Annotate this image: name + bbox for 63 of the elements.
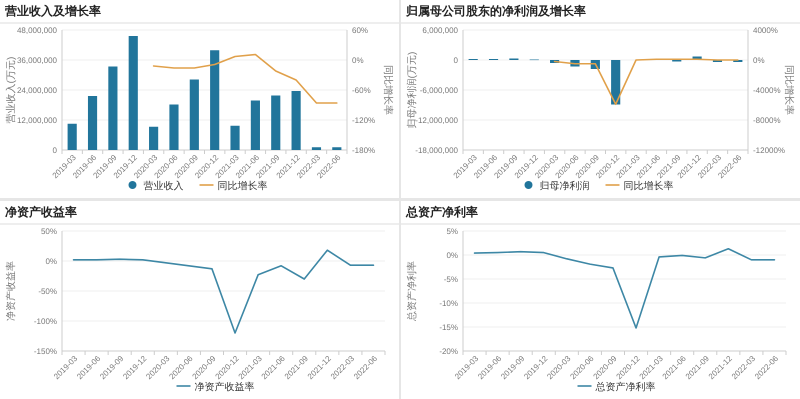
y-axis-title: 总资产净利率 bbox=[406, 261, 418, 322]
y2-tick-label: -4000% bbox=[753, 86, 781, 95]
y-tick-label: 0% bbox=[446, 251, 458, 260]
bar bbox=[169, 104, 179, 150]
y-tick-label: -20% bbox=[439, 347, 458, 356]
y2-tick-label: -180% bbox=[352, 146, 376, 155]
y2-axis-title: 同比增长率 bbox=[382, 65, 394, 115]
chart-title: 总资产净利率 bbox=[405, 205, 478, 219]
y2-tick-label: -60% bbox=[352, 86, 371, 95]
y2-tick-label: -12000% bbox=[753, 146, 786, 155]
y-tick-label: 24,000,000 bbox=[16, 86, 58, 95]
line-series bbox=[152, 54, 338, 104]
bar bbox=[190, 80, 199, 150]
y2-tick-label: -120% bbox=[352, 116, 376, 125]
line-series bbox=[554, 58, 739, 106]
chart-title: 归属母公司股东的净利润及增长率 bbox=[405, 4, 586, 18]
line-series bbox=[474, 248, 776, 329]
y2-axis-title: 同比增长率 bbox=[783, 65, 795, 115]
legend-label: 总资产净利率 bbox=[594, 381, 656, 393]
bar bbox=[68, 124, 77, 150]
line-series bbox=[72, 249, 374, 334]
y-axis-title: 净资产收益率 bbox=[5, 261, 17, 321]
y-tick-label: -50% bbox=[38, 287, 57, 296]
bar bbox=[332, 147, 342, 150]
bar bbox=[250, 100, 260, 150]
y-tick-label: 6,000,000 bbox=[422, 26, 459, 35]
bar bbox=[128, 36, 138, 150]
y2-tick-label: 0% bbox=[753, 56, 765, 65]
chart-title: 营业收入及增长率 bbox=[4, 4, 101, 18]
legend-label: 净资产收益率 bbox=[194, 381, 254, 393]
y-tick-label: 0 bbox=[52, 146, 58, 155]
y-tick-label: 12,000,000 bbox=[16, 116, 58, 125]
y-tick-label: 50% bbox=[40, 227, 57, 236]
y-tick-label: -100% bbox=[34, 317, 57, 326]
bar bbox=[210, 50, 220, 150]
y2-tick-label: -8000% bbox=[753, 116, 781, 125]
y-tick-label: -5% bbox=[444, 275, 458, 284]
bar bbox=[271, 96, 280, 150]
y-tick-label: -15% bbox=[439, 323, 458, 332]
legend-label: 同比增长率 bbox=[218, 180, 268, 192]
bar bbox=[149, 126, 158, 150]
legend-label: 同比增长率 bbox=[624, 180, 674, 192]
y-tick-label: -12,000,000 bbox=[415, 116, 459, 125]
y-tick-label: 48,000,000 bbox=[16, 26, 58, 35]
bar bbox=[88, 96, 98, 150]
bar bbox=[292, 91, 301, 150]
y-tick-label: 5% bbox=[446, 227, 458, 236]
legend-label: 营业收入 bbox=[144, 180, 184, 192]
y-tick-label: 0% bbox=[45, 257, 57, 266]
y-tick-label: -10% bbox=[439, 299, 458, 308]
chart-title: 净资产收益率 bbox=[5, 205, 77, 219]
bar bbox=[230, 126, 240, 150]
y-tick-label: 36,000,000 bbox=[16, 56, 58, 65]
y-tick-label: -150% bbox=[34, 347, 57, 356]
y-tick-label: 0 bbox=[454, 56, 459, 65]
y-tick-label: -6,000,000 bbox=[420, 86, 459, 95]
y-tick-label: -18,000,000 bbox=[415, 146, 459, 155]
y2-tick-label: 60% bbox=[352, 26, 368, 35]
legend-label: 归母净利润 bbox=[540, 180, 590, 192]
bar bbox=[108, 66, 118, 150]
y2-tick-label: 4000% bbox=[753, 26, 778, 35]
y2-tick-label: 0% bbox=[352, 56, 364, 65]
y-axis-title: 营业收入(万元) bbox=[5, 56, 17, 124]
